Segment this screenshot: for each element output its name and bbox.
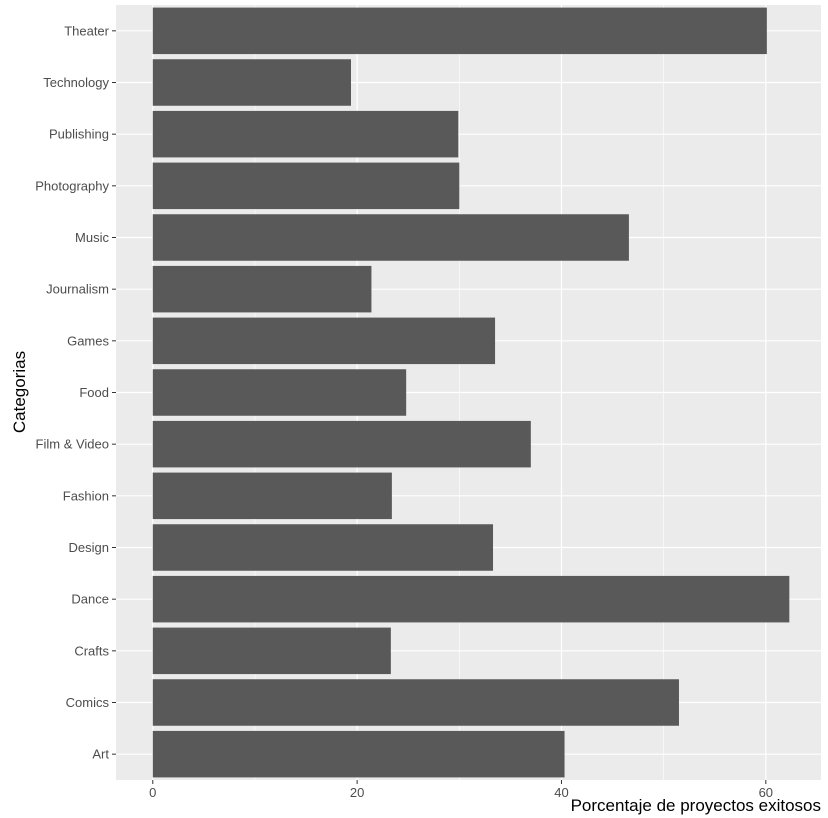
y-tick-label: Dance [71,592,109,607]
y-tick-label: Theater [64,23,109,38]
y-tick-label: Crafts [74,643,109,658]
y-tick-label: Journalism [46,282,109,297]
y-tick-label: Technology [43,75,109,90]
x-axis-ticks: 0 20 40 60 [149,780,773,800]
bar-music [152,214,629,261]
bar-publishing [152,110,459,158]
bar-theater [152,7,767,55]
y-tick-label: Publishing [49,127,109,142]
y-tick-label: Art [92,747,109,762]
y-tick-label: Comics [66,695,110,710]
bar-fashion [152,472,392,520]
y-tick-label: Photography [35,178,109,193]
bar-film-video [152,420,531,468]
bar-crafts [152,627,391,675]
bar-art [152,730,565,778]
bars [152,7,790,778]
bar-dance [152,575,790,623]
bar-photography [152,162,460,210]
x-tick-label: 20 [350,785,364,800]
bar-technology [152,59,351,106]
bar-journalism [152,265,372,313]
y-axis-title: Categorias [10,351,29,433]
x-tick-label: 0 [149,785,156,800]
y-tick-label: Music [75,230,109,245]
y-tick-label: Food [79,385,109,400]
x-tick-label: 60 [759,785,773,800]
y-tick-label: Film & Video [36,437,109,452]
y-tick-label: Design [69,540,109,555]
bar-design [152,524,494,571]
bar-games [152,317,496,365]
y-tick-label: Games [67,333,109,348]
y-axis-ticks: Art Comics Crafts Dance Design Fashion Film & … [35,23,116,762]
x-tick-label: 40 [554,785,568,800]
bar-food [152,369,407,416]
x-axis-title: Porcentaje de proyectos exitosos [571,796,821,815]
bar-comics [152,679,679,726]
y-tick-label: Fashion [63,488,109,503]
